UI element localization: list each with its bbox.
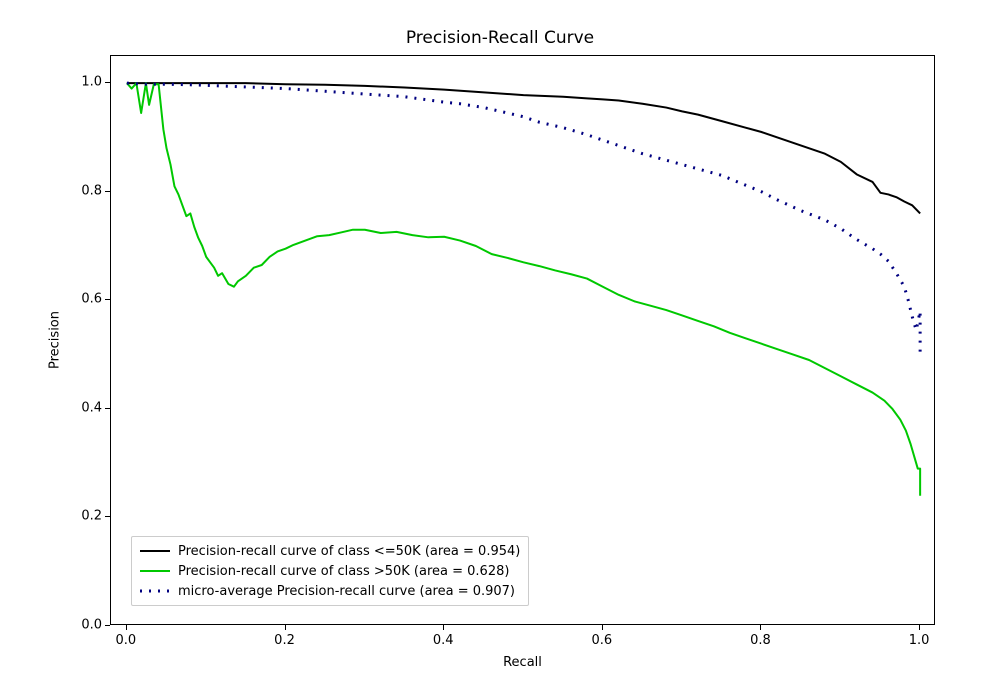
x-tick-mark bbox=[760, 625, 761, 630]
x-tick-label: 0.8 bbox=[750, 633, 771, 648]
y-tick-mark bbox=[105, 625, 110, 626]
y-axis-label: Precision bbox=[48, 311, 63, 369]
legend-swatch bbox=[140, 584, 170, 598]
x-tick-label: 0.2 bbox=[274, 633, 295, 648]
y-tick-mark bbox=[105, 299, 110, 300]
x-tick-mark bbox=[443, 625, 444, 630]
y-tick-mark bbox=[105, 516, 110, 517]
x-tick-mark bbox=[602, 625, 603, 630]
chart-title: Precision-Recall Curve bbox=[0, 28, 1000, 48]
y-tick-label: 1.0 bbox=[81, 75, 102, 90]
x-tick-label: 0.4 bbox=[433, 633, 454, 648]
legend-item: micro-average Precision-recall curve (ar… bbox=[140, 581, 520, 601]
figure: Precision-Recall Curve Precision-recall … bbox=[0, 0, 1000, 700]
plot-area: Precision-recall curve of class <=50K (a… bbox=[110, 55, 935, 625]
legend-label: Precision-recall curve of class >50K (ar… bbox=[178, 564, 509, 579]
legend-item: Precision-recall curve of class <=50K (a… bbox=[140, 541, 520, 561]
x-tick-mark bbox=[126, 625, 127, 630]
x-tick-label: 1.0 bbox=[909, 633, 930, 648]
y-tick-label: 0.4 bbox=[81, 400, 102, 415]
y-tick-label: 0.2 bbox=[81, 509, 102, 524]
y-tick-mark bbox=[105, 82, 110, 83]
series-pr-le50k bbox=[127, 83, 920, 213]
x-tick-label: 0.0 bbox=[116, 633, 137, 648]
legend: Precision-recall curve of class <=50K (a… bbox=[131, 536, 529, 606]
legend-label: micro-average Precision-recall curve (ar… bbox=[178, 584, 515, 599]
y-tick-label: 0.8 bbox=[81, 183, 102, 198]
legend-item: Precision-recall curve of class >50K (ar… bbox=[140, 561, 520, 581]
x-axis-label: Recall bbox=[503, 655, 542, 670]
x-tick-mark bbox=[919, 625, 920, 630]
x-tick-mark bbox=[285, 625, 286, 630]
y-tick-label: 0.6 bbox=[81, 292, 102, 307]
x-tick-label: 0.6 bbox=[591, 633, 612, 648]
legend-swatch bbox=[140, 564, 170, 578]
series-pr-micro bbox=[127, 83, 920, 354]
legend-swatch bbox=[140, 544, 170, 558]
y-tick-mark bbox=[105, 191, 110, 192]
y-tick-mark bbox=[105, 408, 110, 409]
y-tick-label: 0.0 bbox=[81, 618, 102, 633]
legend-label: Precision-recall curve of class <=50K (a… bbox=[178, 544, 520, 559]
